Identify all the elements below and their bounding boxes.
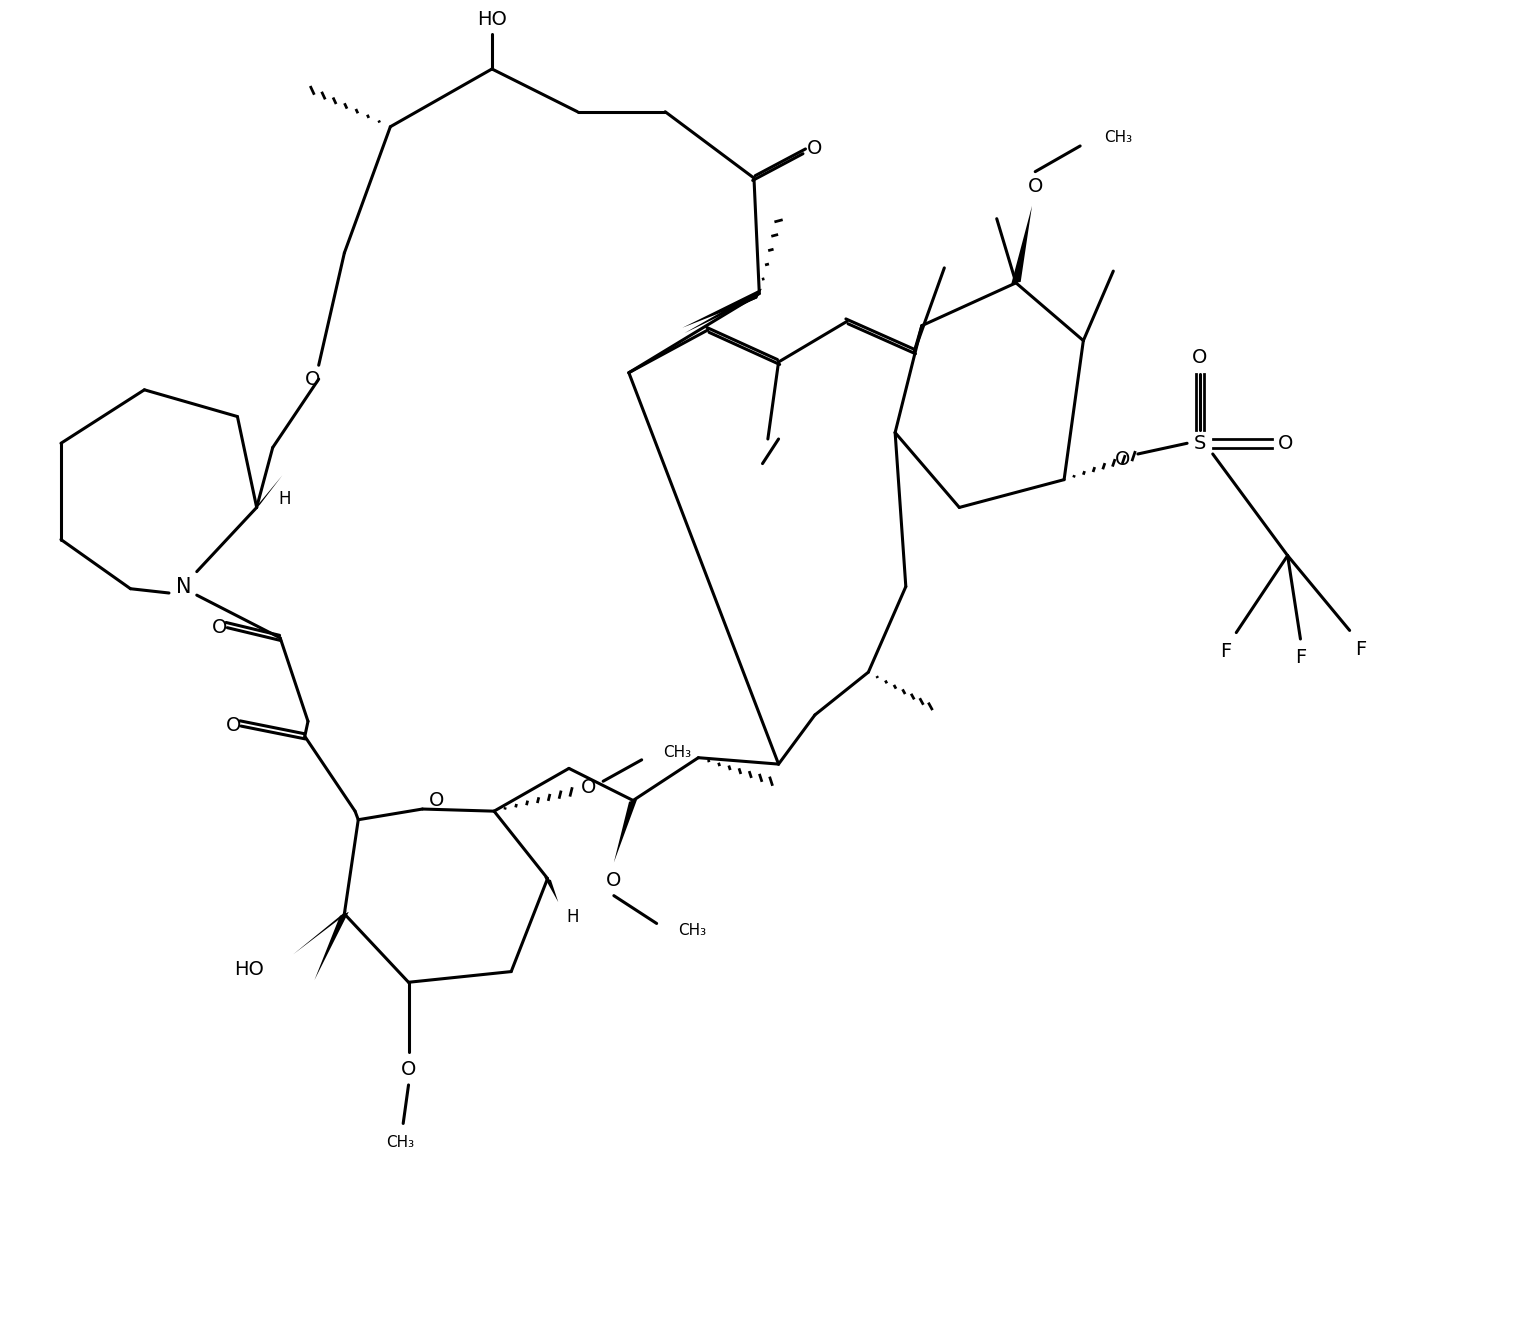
Text: O: O <box>428 791 444 809</box>
Text: O: O <box>1115 450 1130 469</box>
Text: S: S <box>1194 434 1206 453</box>
Text: CH₃: CH₃ <box>664 745 691 760</box>
Text: O: O <box>1192 348 1207 367</box>
Text: O: O <box>305 370 320 389</box>
Polygon shape <box>684 289 762 334</box>
Text: O: O <box>400 1060 416 1080</box>
Text: O: O <box>1027 177 1043 196</box>
Text: H: H <box>279 490 291 508</box>
Text: CH₃: CH₃ <box>1104 130 1132 145</box>
Text: O: O <box>211 618 226 636</box>
Text: F: F <box>1220 642 1230 662</box>
Polygon shape <box>544 876 557 902</box>
Text: CH₃: CH₃ <box>678 923 707 938</box>
Text: F: F <box>1295 647 1306 667</box>
Polygon shape <box>1012 206 1032 284</box>
Text: O: O <box>581 779 596 797</box>
Polygon shape <box>314 911 348 980</box>
Text: O: O <box>607 871 622 890</box>
Text: H: H <box>567 909 579 926</box>
Polygon shape <box>293 910 348 954</box>
Text: O: O <box>225 716 240 736</box>
Polygon shape <box>682 288 761 328</box>
Text: N: N <box>176 576 191 596</box>
Polygon shape <box>254 476 282 509</box>
Text: HO: HO <box>234 959 265 980</box>
Text: CH₃: CH₃ <box>387 1135 414 1150</box>
Text: O: O <box>807 138 822 158</box>
Polygon shape <box>614 799 638 863</box>
Text: O: O <box>1278 434 1294 453</box>
Text: F: F <box>1355 641 1366 659</box>
Text: HO: HO <box>477 11 507 29</box>
